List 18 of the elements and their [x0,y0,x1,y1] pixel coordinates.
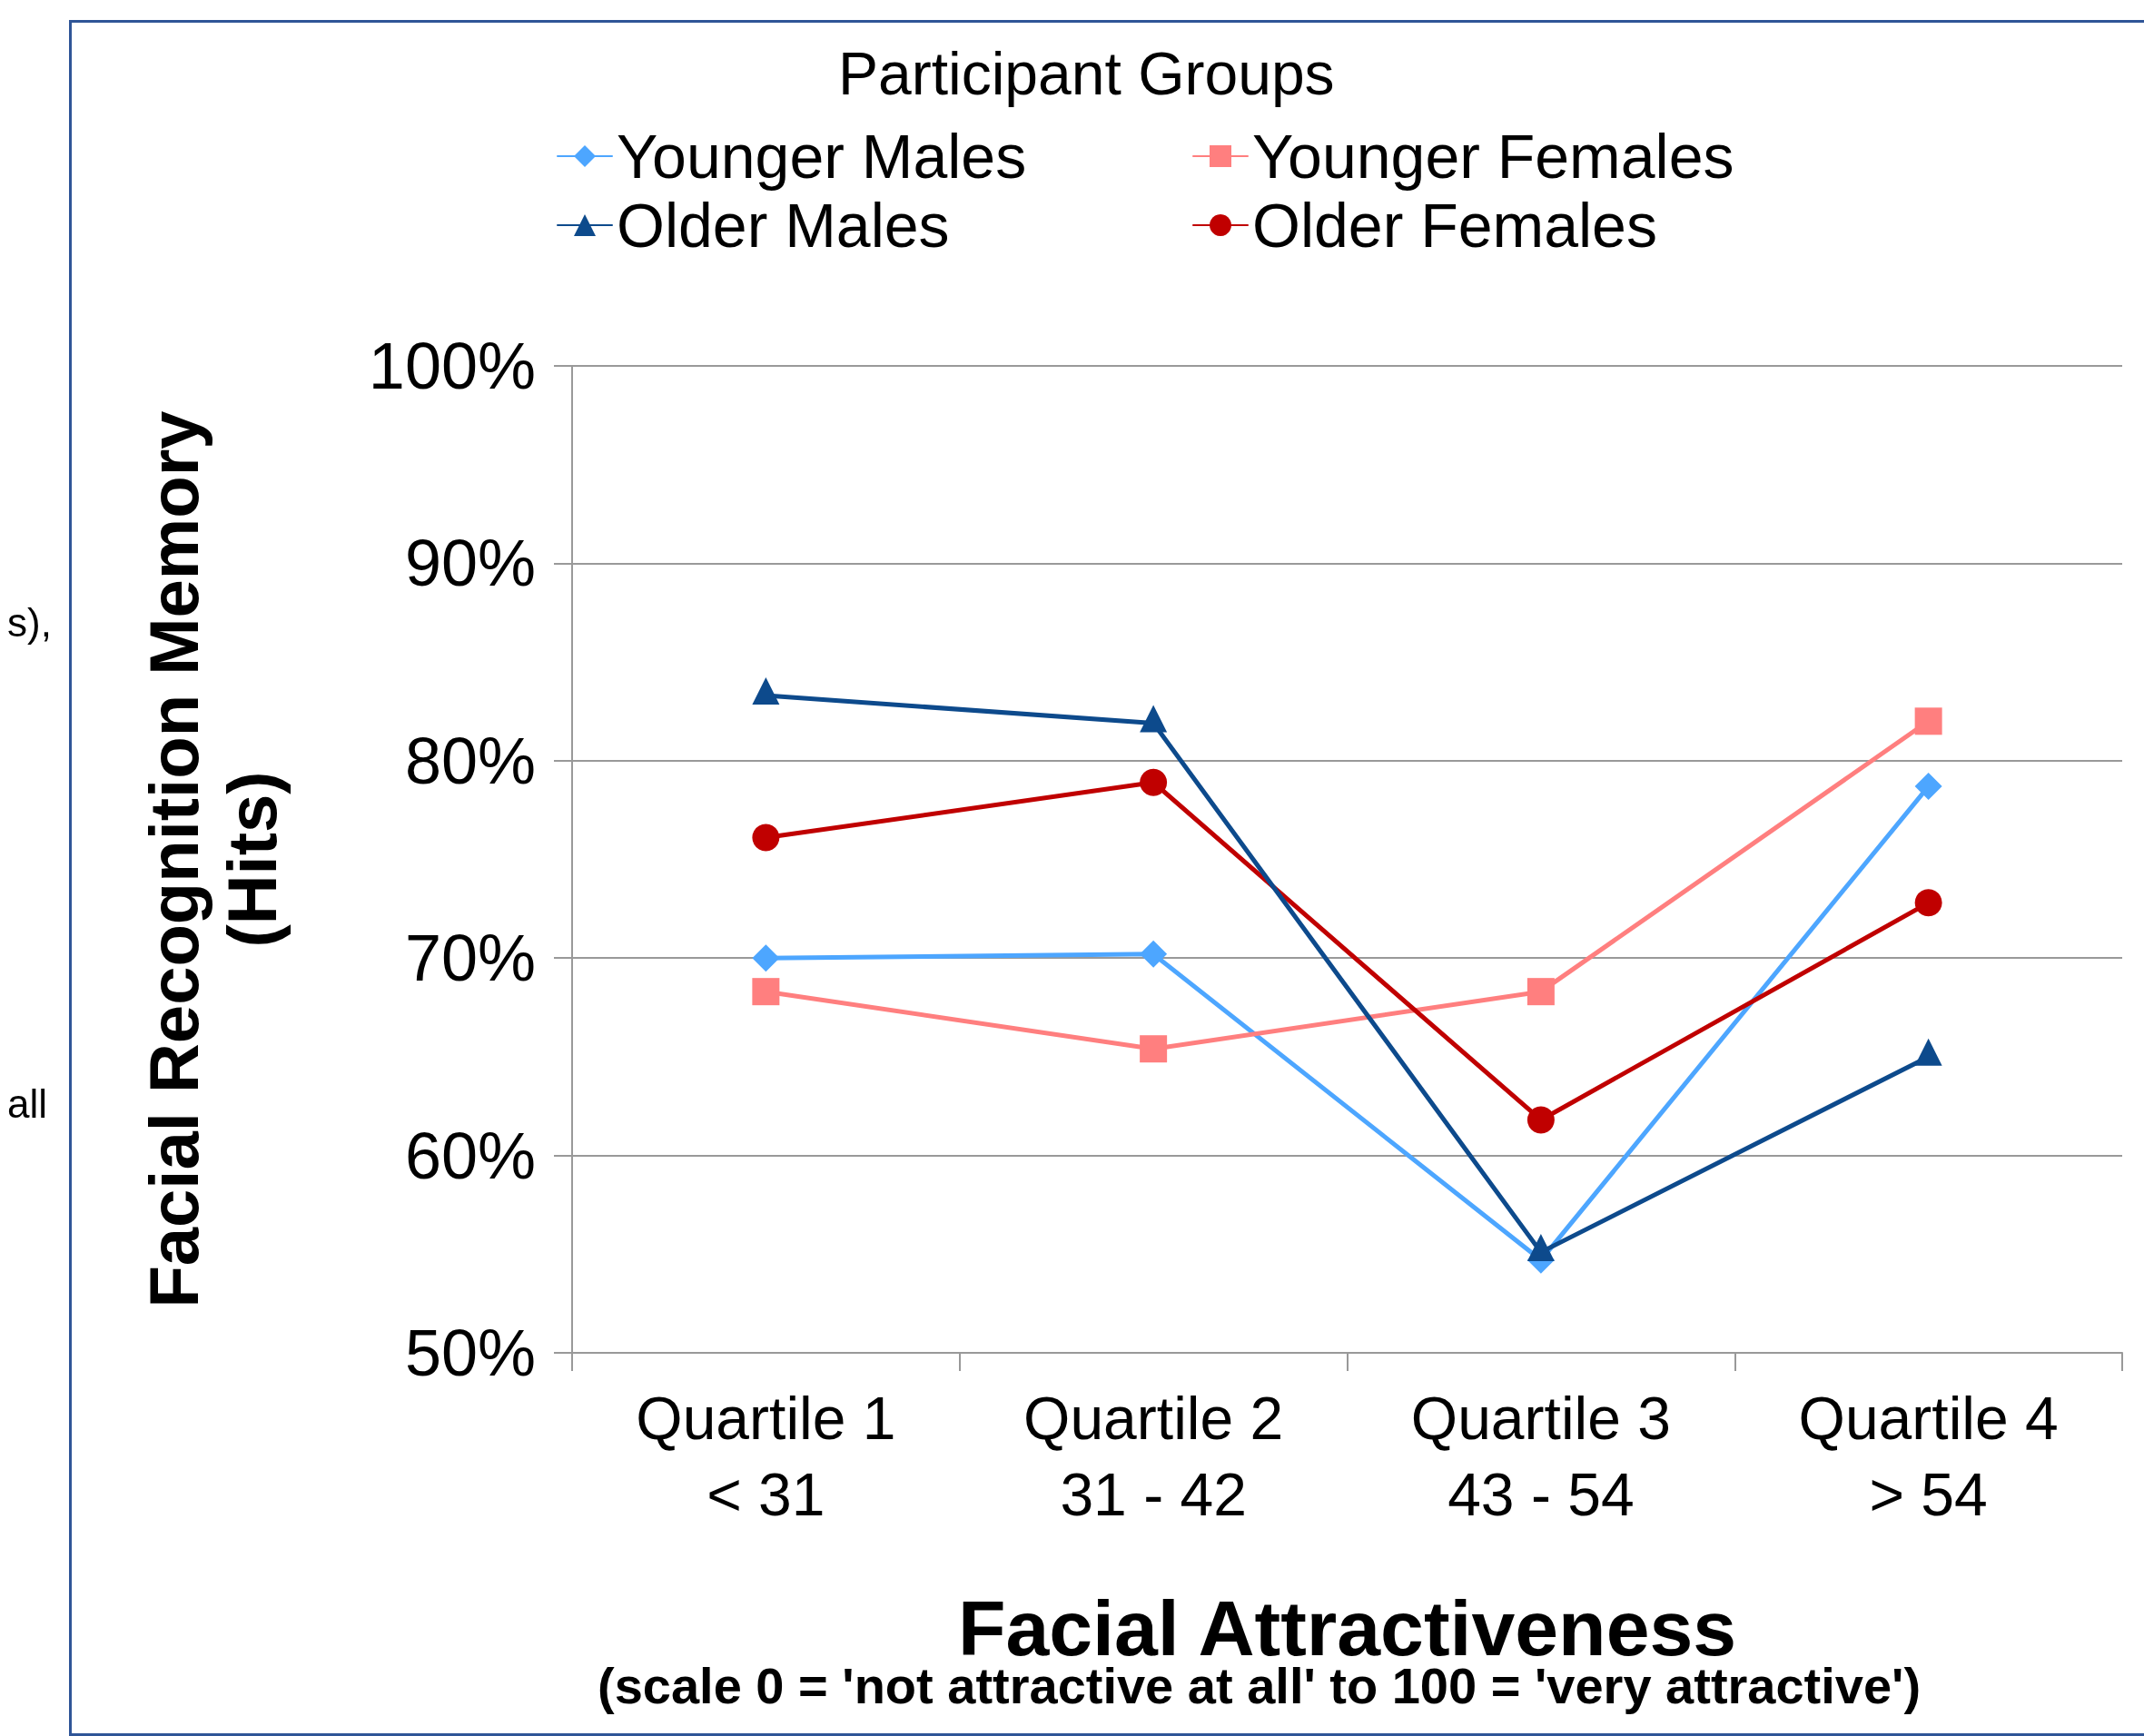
y-tick-label: 70% [404,922,536,995]
y-tick-label: 60% [404,1119,536,1192]
legend-label: Younger Females [1252,122,1734,191]
y-axis-title: Facial Recognition Memory (Hits) [134,410,291,1308]
legend-title: Participant Groups [838,40,1335,107]
y-tick-label: 80% [404,724,536,797]
legend-label: Younger Males [617,122,1027,191]
legend-label: Older Females [1252,191,1657,260]
x-tick-label: Quartile 1 < 31 [636,1385,896,1528]
x-tick-label: Quartile 2 31 - 42 [1023,1385,1284,1528]
x-tick-label: Quartile 3 43 - 54 [1410,1385,1671,1528]
text: s), [7,599,52,645]
x-tick-label: Quartile 4 > 54 [1798,1385,2059,1528]
legend-label: Older Males [617,191,950,260]
y-tick-label: 100% [368,330,536,402]
y-tick-label: 90% [404,527,536,600]
text: all [7,1080,48,1126]
y-tick-label: 50% [404,1317,536,1389]
